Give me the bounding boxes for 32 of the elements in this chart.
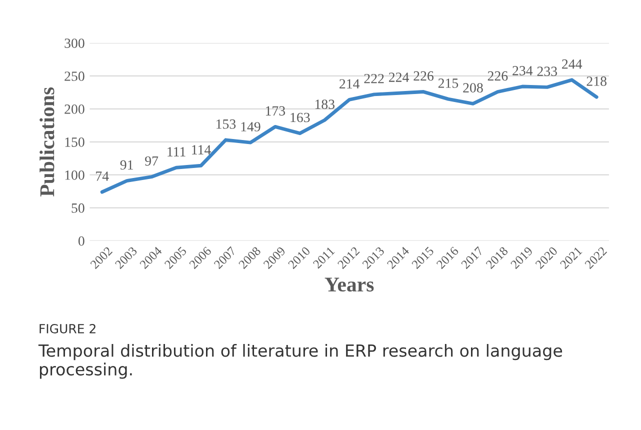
data-label: 74 xyxy=(96,172,109,181)
data-label: 234 xyxy=(512,66,533,76)
data-label: 233 xyxy=(537,66,558,76)
data-label: 218 xyxy=(586,76,606,86)
data-label: 163 xyxy=(290,112,310,122)
y-tick-label: 250 xyxy=(64,72,84,81)
y-tick-label: 100 xyxy=(65,170,84,180)
data-label: 224 xyxy=(388,72,409,82)
text: Temporal distribution of literature in ERP research on language processing. xyxy=(38,344,562,379)
data-label: 244 xyxy=(562,59,582,69)
y-tick-label: 200 xyxy=(64,104,84,114)
data-label: 222 xyxy=(364,74,384,84)
x-axis-title: Years xyxy=(324,278,374,292)
data-label: 149 xyxy=(241,122,260,132)
y-tick-label: 50 xyxy=(72,203,84,213)
data-label: 226 xyxy=(488,71,508,81)
data-label: 91 xyxy=(120,160,133,170)
data-label: 208 xyxy=(463,83,483,93)
caption: FIGURE 2 xyxy=(40,324,96,334)
y-tick-label: 150 xyxy=(65,137,84,147)
data-label: 215 xyxy=(438,78,458,88)
y-tick-label: 0 xyxy=(78,236,84,246)
data-label: 111 xyxy=(168,147,186,156)
data-label: 183 xyxy=(315,100,334,109)
data-label: 226 xyxy=(414,71,434,81)
y-tick-label: 300 xyxy=(64,38,84,48)
data-label: 153 xyxy=(216,119,236,129)
data-label: 214 xyxy=(340,79,360,88)
data-label: 173 xyxy=(266,106,286,116)
data-label: 114 xyxy=(192,145,211,154)
y-axis-title: Publications xyxy=(40,87,54,197)
data-label: 97 xyxy=(145,156,158,166)
